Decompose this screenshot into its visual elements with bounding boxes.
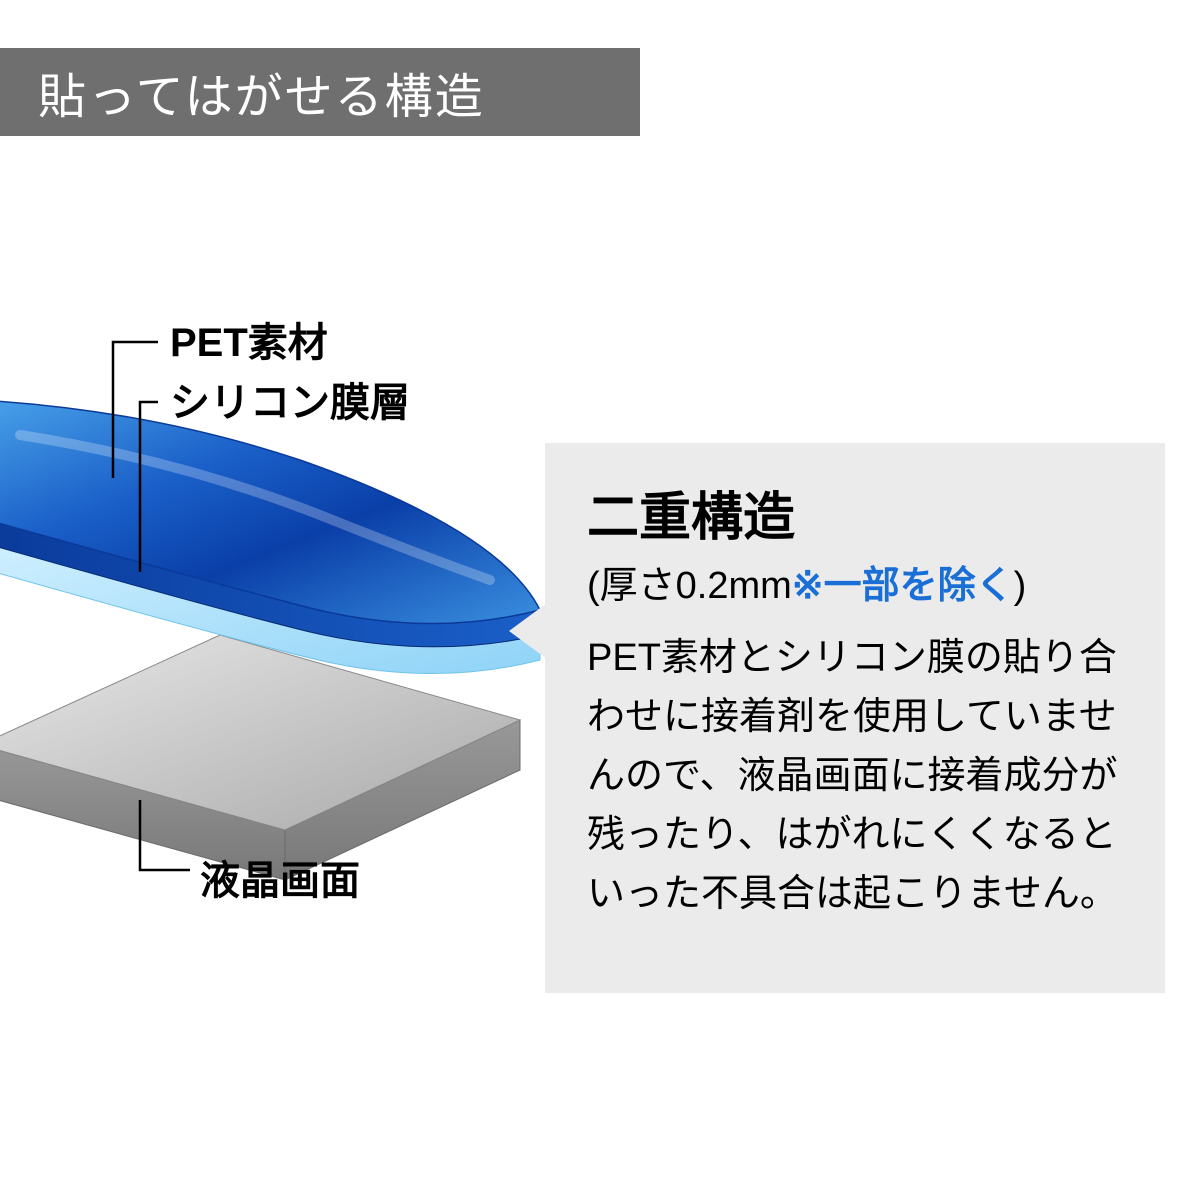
callout-subtitle: (厚さ0.2mm※一部を除く): [587, 554, 1133, 609]
callout-sub-suffix: ): [1014, 565, 1027, 607]
header-title: 貼ってはがせる構造: [38, 57, 485, 127]
header-bar: 貼ってはがせる構造: [0, 48, 640, 136]
lcd-label: 液晶画面: [200, 848, 360, 906]
silicone-label: シリコン膜層: [170, 370, 410, 428]
callout-sub-prefix: (厚さ0.2mm: [587, 565, 792, 607]
callout-sub-note: ※一部を除く: [792, 565, 1014, 607]
callout-body: PET素材とシリコン膜の貼り合わせに接着剤を使用していませんので、液晶画面に接着…: [587, 629, 1133, 923]
callout-box: 二重構造 (厚さ0.2mm※一部を除く) PET素材とシリコン膜の貼り合わせに接…: [545, 443, 1165, 993]
pet-layer: [0, 400, 540, 647]
callout-title: 二重構造: [587, 475, 1133, 550]
pet-label: PET素材: [170, 310, 328, 368]
